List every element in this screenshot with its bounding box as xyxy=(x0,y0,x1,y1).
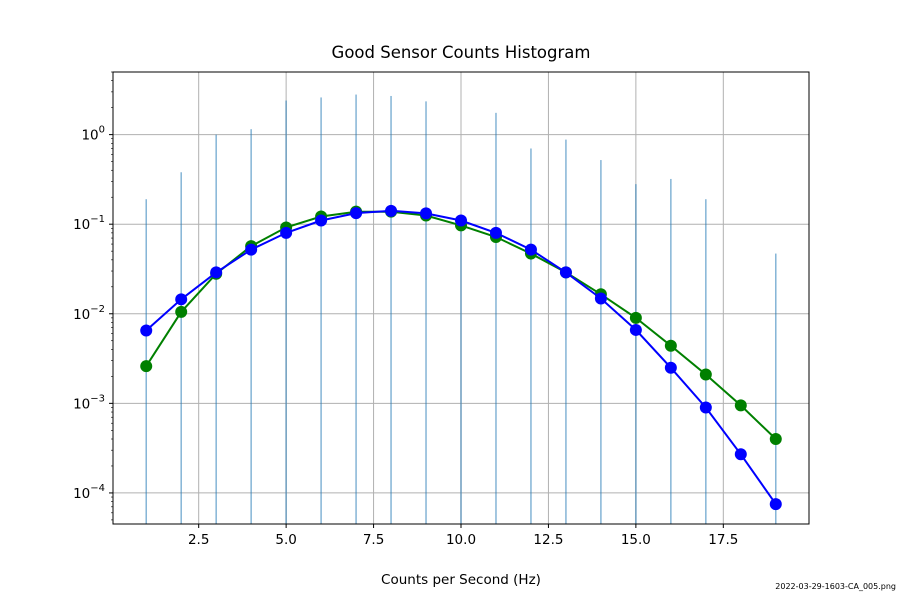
y-tick-label: 10−4 xyxy=(73,483,105,502)
histogram-bar xyxy=(215,134,217,524)
series-2-point xyxy=(350,207,363,220)
histogram-bar xyxy=(635,184,637,524)
series-2-point xyxy=(664,361,677,374)
series-2-point xyxy=(175,293,188,306)
series-1-point xyxy=(175,305,188,318)
y-tick-label: 10−1 xyxy=(73,214,105,233)
x-tick-label: 15.0 xyxy=(621,532,651,548)
series-1-point xyxy=(140,360,153,373)
series-2-point xyxy=(315,214,328,227)
series-2-point xyxy=(140,324,153,337)
series-1-point xyxy=(769,433,782,446)
x-tick-label: 10.0 xyxy=(446,532,476,548)
y-tick-label: 10−2 xyxy=(73,304,105,323)
series-2-point xyxy=(734,448,747,461)
histogram-bar xyxy=(285,100,287,524)
series-1-point xyxy=(664,339,677,352)
plot-marks xyxy=(140,94,782,524)
histogram-bar xyxy=(705,199,707,524)
plot-area: 2.5 5.0 7.5 10.0 12.5 15.0 17.5 10−4 10−3 10−2 10−… xyxy=(73,71,810,548)
series-2-point xyxy=(489,226,502,239)
y-tick-label: 10−3 xyxy=(73,393,105,412)
histogram-bar xyxy=(425,101,427,524)
histogram-bar xyxy=(320,97,322,524)
histogram-bar xyxy=(250,129,252,524)
x-tick-label: 7.5 xyxy=(363,532,384,548)
histogram-bar xyxy=(355,94,357,524)
series-2-point xyxy=(594,292,607,305)
histogram-bar xyxy=(565,139,567,524)
series-2-point xyxy=(420,207,433,220)
series-1-point xyxy=(734,399,747,412)
series-2-point xyxy=(245,243,258,256)
histogram-bar xyxy=(460,224,462,524)
series-1-point xyxy=(629,311,642,324)
series-2-point xyxy=(769,498,782,511)
histogram-bar xyxy=(600,160,602,524)
series-1-point xyxy=(699,368,712,381)
x-tick-label: 5.0 xyxy=(275,532,296,548)
filename-watermark: 2022-03-29-1603-CA_005.png xyxy=(775,582,896,591)
histogram-bar xyxy=(390,95,392,524)
x-tick-label: 17.5 xyxy=(708,532,738,548)
series-2-point xyxy=(385,204,398,217)
series-2-point xyxy=(629,323,642,336)
histogram-bar xyxy=(775,253,777,524)
series-2-point xyxy=(699,401,712,414)
series-2-point xyxy=(210,266,223,279)
series-2-point xyxy=(280,226,293,239)
y-tick-label: 100 xyxy=(81,125,105,144)
x-axis-label: Counts per Second (Hz) xyxy=(381,572,541,588)
histogram-bar xyxy=(530,148,532,524)
x-tick-label: 2.5 xyxy=(188,532,209,548)
histogram-bar xyxy=(180,172,182,524)
x-tick-label: 12.5 xyxy=(533,532,563,548)
series-2-point xyxy=(455,214,467,227)
chart-title: Good Sensor Counts Histogram xyxy=(332,43,591,62)
histogram-bar xyxy=(495,112,497,524)
series-2-point xyxy=(559,266,572,279)
series-2-point xyxy=(524,243,537,256)
